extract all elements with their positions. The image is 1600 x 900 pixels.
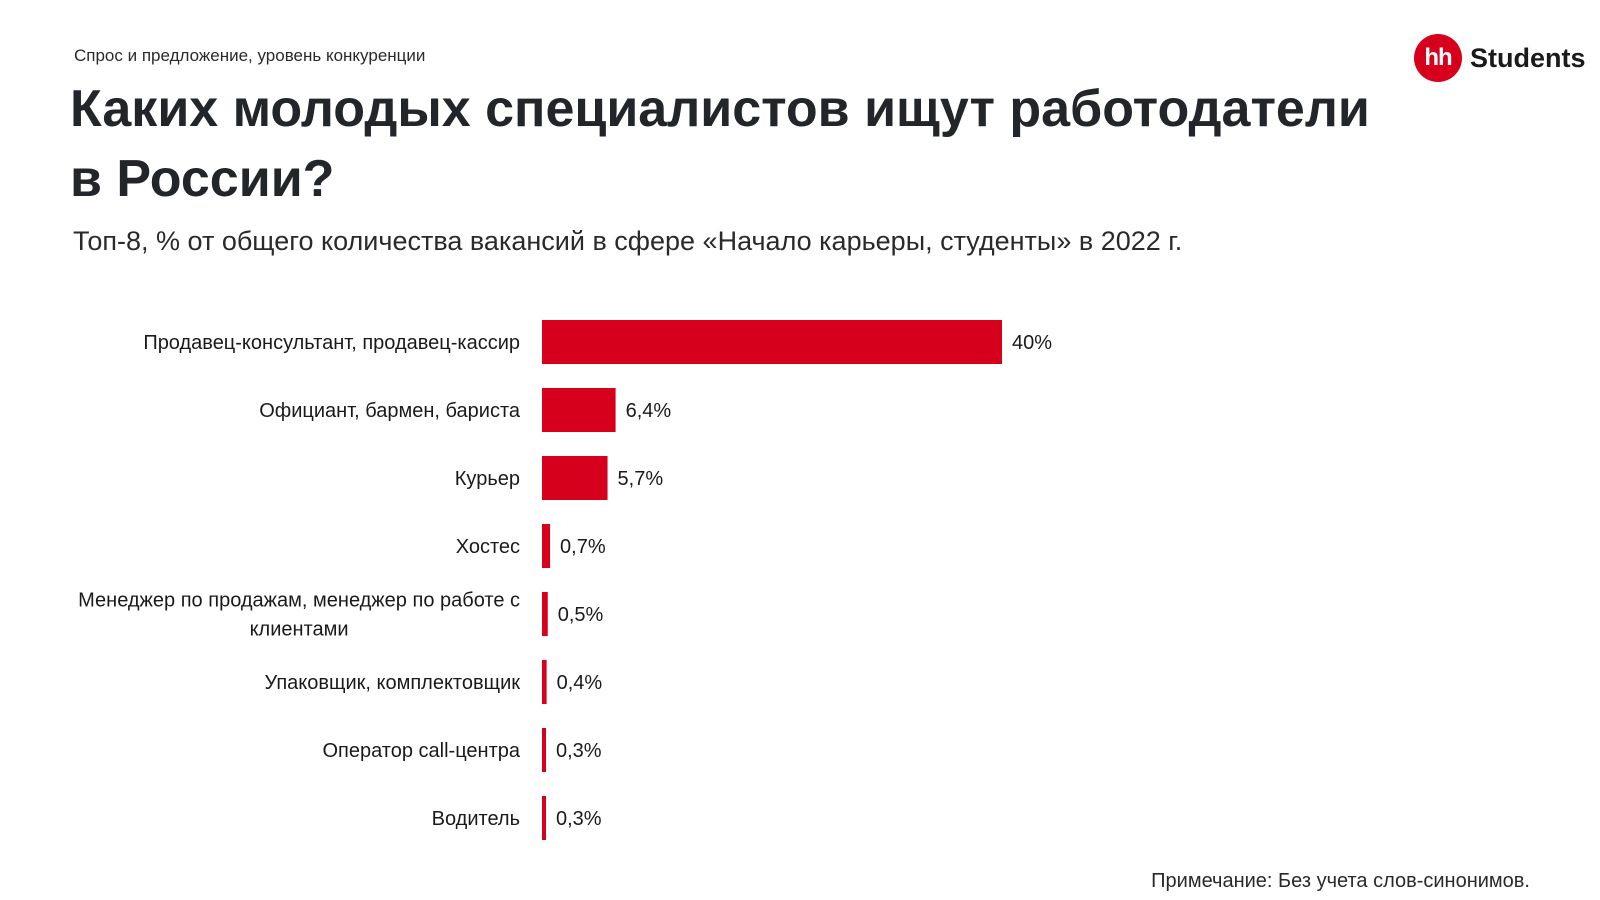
bar — [542, 796, 546, 840]
page-title: Каких молодых специалистов ищут работода… — [70, 80, 1370, 208]
value-label: 0,3% — [556, 808, 602, 830]
bar — [542, 320, 1002, 364]
value-label: 0,3% — [556, 740, 602, 762]
bar — [542, 524, 551, 568]
bar — [542, 592, 548, 636]
bar — [542, 388, 616, 432]
category-label: Курьер — [455, 468, 520, 490]
category-label: Менеджер по продажам, менеджер по работе… — [78, 590, 520, 641]
chart-subtitle: Топ-8, % от общего количества вакансий в… — [73, 226, 1183, 256]
category-label: Продавец-консультант, продавец-кассир — [143, 332, 520, 354]
category-label: Упаковщик, комплектовщик — [265, 672, 521, 694]
hh-logo-icon: hh — [1414, 34, 1462, 82]
bar — [542, 660, 547, 704]
bar — [542, 728, 546, 772]
value-label: 0,4% — [557, 672, 603, 694]
category-label: Оператор call-центра — [322, 740, 520, 762]
category-label: Хостес — [456, 536, 520, 558]
bar — [542, 456, 608, 500]
footnote: Примечание: Без учета слов-синонимов. — [1151, 870, 1530, 892]
eyebrow-label: Спрос и предложение, уровень конкуренции — [74, 46, 426, 65]
value-label: 6,4% — [626, 400, 672, 422]
category-label: Водитель — [432, 808, 520, 830]
brand-logo: hh Students — [1414, 34, 1586, 82]
value-label: 40% — [1012, 332, 1052, 354]
value-label: 5,7% — [618, 468, 664, 490]
value-label: 0,7% — [560, 536, 606, 558]
value-label: 0,5% — [558, 604, 604, 626]
category-label: Официант, бармен, бариста — [259, 400, 521, 422]
logo-text: Students — [1470, 42, 1586, 73]
